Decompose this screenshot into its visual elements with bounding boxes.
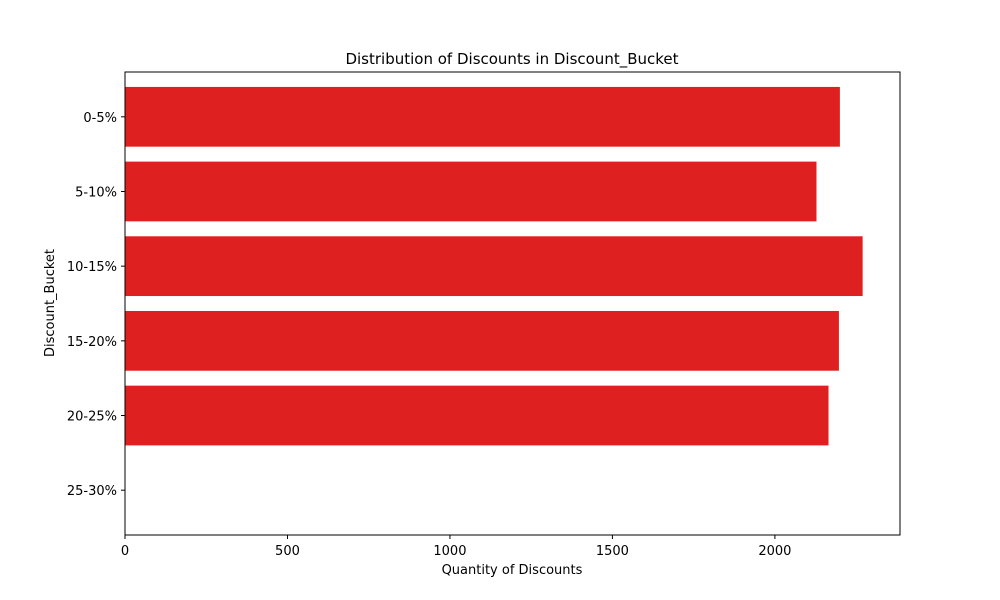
y-tick-label: 20-25%: [67, 410, 117, 425]
bar-20-25%: [125, 385, 829, 446]
x-tick-label: 2000: [758, 544, 791, 559]
y-tick-label: 5-10%: [75, 185, 117, 200]
x-tick-label: 500: [275, 544, 300, 559]
x-tick-label: 1500: [596, 544, 629, 559]
x-axis-label: Quantity of Discounts: [442, 563, 583, 578]
bar-10-15%: [125, 236, 863, 297]
x-tick-label: 1000: [433, 544, 466, 559]
y-axis-label: Discount_Bucket: [43, 249, 58, 357]
bar-0-5%: [125, 86, 840, 147]
y-tick-label: 10-15%: [67, 260, 117, 275]
y-tick-label: 25-30%: [67, 484, 117, 499]
x-tick-label: 0: [121, 544, 129, 559]
plot-frame: [124, 71, 901, 536]
y-axis-ticks: 0-5% 5-10% 10-15% 15-20% 20-25% 25-30%: [67, 111, 125, 499]
y-tick-label: 15-20%: [67, 335, 117, 350]
chart-title: Distribution of Discounts in Discount_Bu…: [345, 50, 678, 69]
bar-15-20%: [125, 310, 839, 371]
y-tick-label: 0-5%: [83, 111, 117, 126]
bars-group: [125, 86, 863, 446]
bar-5-10%: [125, 161, 817, 222]
x-axis-ticks: 0 500 1000 1500 2000: [121, 535, 791, 559]
